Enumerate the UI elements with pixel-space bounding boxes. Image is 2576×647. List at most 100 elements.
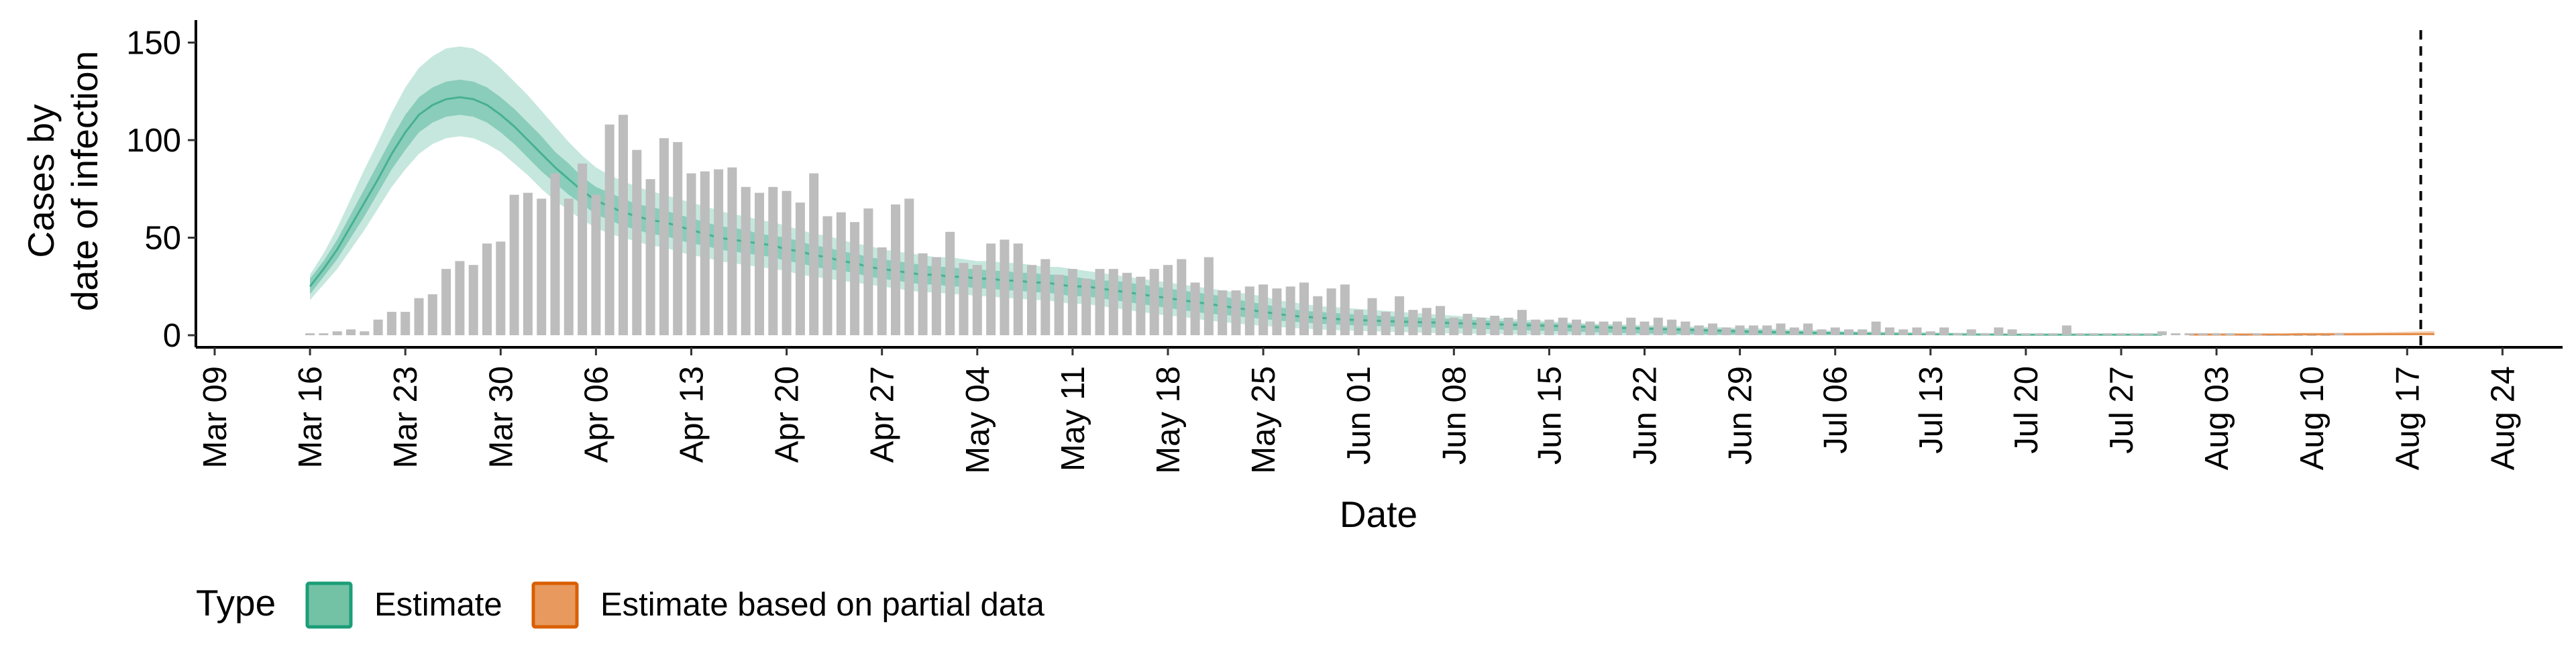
- x-tick-label: May 04: [960, 366, 996, 474]
- x-tick-label: Mar 30: [483, 366, 519, 469]
- x-tick-label: May 11: [1055, 366, 1091, 471]
- x-tick-label: Jun 08: [1436, 366, 1472, 465]
- case-bar: [768, 186, 778, 335]
- case-bar: [986, 243, 996, 335]
- legend-label-estimate: Estimate: [374, 587, 502, 623]
- case-bar: [877, 247, 887, 335]
- case-bar: [1218, 290, 1228, 335]
- case-bar: [659, 138, 669, 335]
- legend-key-estimate: [305, 581, 353, 629]
- case-bar: [1721, 327, 1731, 335]
- legend-key-partial-estimate: [531, 581, 579, 629]
- case-bar: [2320, 335, 2330, 336]
- y-tick-label: 50: [144, 221, 181, 257]
- case-bar: [1231, 290, 1241, 335]
- x-tick-label: Aug 24: [2485, 366, 2521, 470]
- case-bar: [1449, 317, 1459, 335]
- case-bar: [1735, 325, 1745, 335]
- case-bar: [1367, 298, 1377, 335]
- case-bar: [1884, 327, 1894, 335]
- case-bar: [1503, 317, 1513, 335]
- x-tick-label: Mar 23: [388, 366, 424, 469]
- reported-case-bars: [305, 115, 2344, 336]
- case-bar: [809, 173, 819, 335]
- case-bar: [1980, 333, 1990, 335]
- x-tick-label: Apr 27: [865, 366, 901, 463]
- case-bar: [400, 312, 411, 335]
- case-bar: [427, 294, 437, 335]
- x-tick-label: Mar 16: [292, 366, 329, 469]
- case-bar: [441, 269, 451, 335]
- case-bar: [1163, 265, 1173, 335]
- case-bar: [509, 194, 519, 335]
- case-bar: [414, 298, 424, 335]
- case-bar: [904, 198, 914, 335]
- case-bar: [1694, 325, 1704, 335]
- case-bar: [1326, 288, 1336, 335]
- case-bar: [1817, 329, 1827, 335]
- case-bar: [1244, 286, 1254, 336]
- x-tick-label: Apr 06: [578, 366, 614, 463]
- case-bar: [959, 263, 969, 335]
- x-tick-label: Mar 09: [197, 366, 233, 469]
- case-bar: [1285, 286, 1295, 336]
- case-bar: [1421, 308, 1432, 335]
- x-tick-label: Apr 13: [674, 366, 710, 463]
- case-bar: [1190, 282, 1200, 335]
- case-bar: [1177, 259, 1187, 335]
- x-tick-label: Aug 03: [2199, 366, 2235, 470]
- case-bar: [2035, 333, 2045, 335]
- case-bar: [1558, 317, 1568, 335]
- case-bar: [523, 192, 533, 335]
- case-bar: [2307, 335, 2317, 336]
- x-tick-label: Aug 17: [2390, 366, 2426, 470]
- case-bar: [1830, 327, 1840, 335]
- case-bar: [2130, 333, 2140, 335]
- case-bar: [1517, 310, 1527, 335]
- x-tick-label: Jul 27: [2104, 366, 2140, 454]
- case-bar: [931, 257, 941, 335]
- estimate-inner-band: [310, 79, 2135, 335]
- legend-label-partial-estimate: Estimate based on partial data: [600, 587, 1045, 623]
- case-bar: [2253, 333, 2262, 335]
- case-bar: [1013, 243, 1023, 335]
- x-tick-label: Jun 22: [1627, 366, 1664, 465]
- x-axis-title: Date: [1340, 493, 1417, 535]
- case-bar: [1149, 269, 1159, 335]
- y-tick-label: 100: [126, 123, 181, 159]
- x-tick-label: Jul 13: [1913, 366, 1949, 454]
- case-bar: [1054, 274, 1064, 335]
- case-bar: [2157, 331, 2167, 335]
- case-bar: [1395, 296, 1405, 335]
- case-bar: [319, 333, 329, 335]
- case-bar: [482, 243, 492, 335]
- case-bar: [1095, 269, 1105, 335]
- case-bar: [1653, 317, 1663, 335]
- case-bar: [1544, 319, 1554, 335]
- case-bar: [714, 169, 724, 335]
- case-bar: [2293, 335, 2303, 336]
- x-tick-label: Jun 01: [1341, 366, 1377, 465]
- case-bar: [1898, 329, 1909, 335]
- case-bar: [468, 265, 478, 335]
- case-bar: [741, 186, 751, 335]
- case-bar: [2184, 333, 2194, 335]
- case-bar: [1994, 327, 2004, 335]
- case-bar: [1858, 329, 1868, 335]
- case-bar: [496, 241, 506, 335]
- case-bar: [2212, 333, 2222, 335]
- case-bar: [2171, 333, 2181, 335]
- y-axis-title-line-2: date of infection: [64, 51, 105, 311]
- x-tick-label: Jun 15: [1532, 366, 1568, 465]
- case-bar: [2007, 329, 2017, 335]
- case-bar: [632, 150, 642, 335]
- case-bar: [346, 329, 356, 335]
- case-bar: [1313, 296, 1323, 335]
- case-bar: [1612, 321, 1622, 335]
- case-bar: [2143, 333, 2153, 335]
- y-axis-title-line-1: Cases by: [20, 104, 62, 258]
- case-bar: [1476, 317, 1486, 335]
- case-bar: [972, 265, 982, 335]
- case-bar: [2279, 335, 2290, 336]
- legend: Type Estimate Estimate based on partial da…: [196, 581, 1045, 629]
